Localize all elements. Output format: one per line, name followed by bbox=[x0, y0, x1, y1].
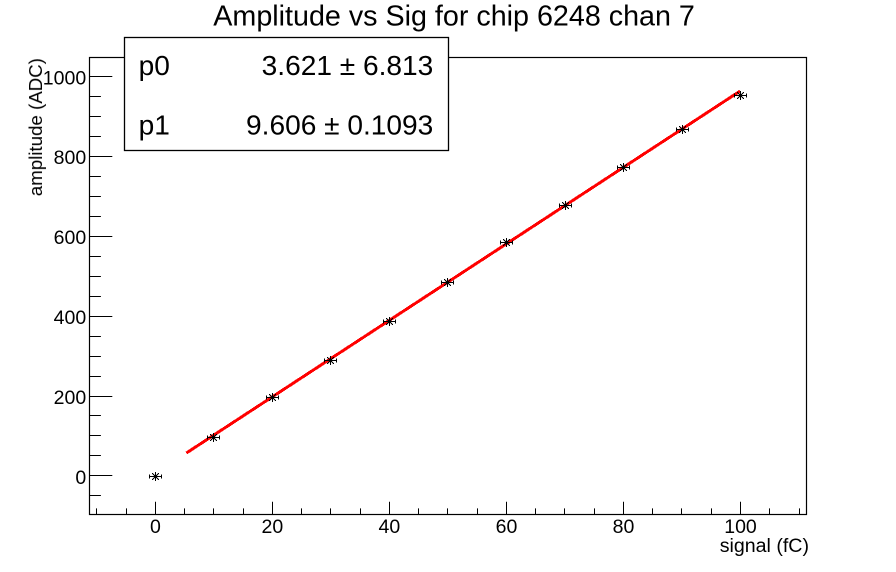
svg-text:800: 800 bbox=[54, 147, 87, 169]
svg-text:9.606 ± 0.1093: 9.606 ± 0.1093 bbox=[246, 109, 433, 140]
svg-text:p0: p0 bbox=[139, 50, 170, 81]
svg-text:100: 100 bbox=[724, 516, 757, 538]
svg-text:0: 0 bbox=[150, 516, 161, 538]
svg-text:400: 400 bbox=[54, 307, 87, 329]
svg-text:amplitude (ADC): amplitude (ADC) bbox=[25, 58, 46, 196]
svg-text:0: 0 bbox=[75, 467, 86, 489]
svg-text:p1: p1 bbox=[139, 109, 170, 140]
svg-text:600: 600 bbox=[54, 227, 87, 249]
svg-text:1000: 1000 bbox=[43, 67, 87, 89]
svg-text:signal (fC): signal (fC) bbox=[720, 535, 809, 557]
svg-text:40: 40 bbox=[379, 516, 401, 538]
svg-text:20: 20 bbox=[262, 516, 284, 538]
svg-text:Amplitude vs Sig for chip 6248: Amplitude vs Sig for chip 6248 chan 7 bbox=[213, 1, 695, 33]
svg-text:80: 80 bbox=[613, 516, 635, 538]
svg-text:60: 60 bbox=[496, 516, 518, 538]
svg-text:200: 200 bbox=[54, 387, 87, 409]
svg-text:3.621 ± 6.813: 3.621 ± 6.813 bbox=[262, 50, 434, 81]
